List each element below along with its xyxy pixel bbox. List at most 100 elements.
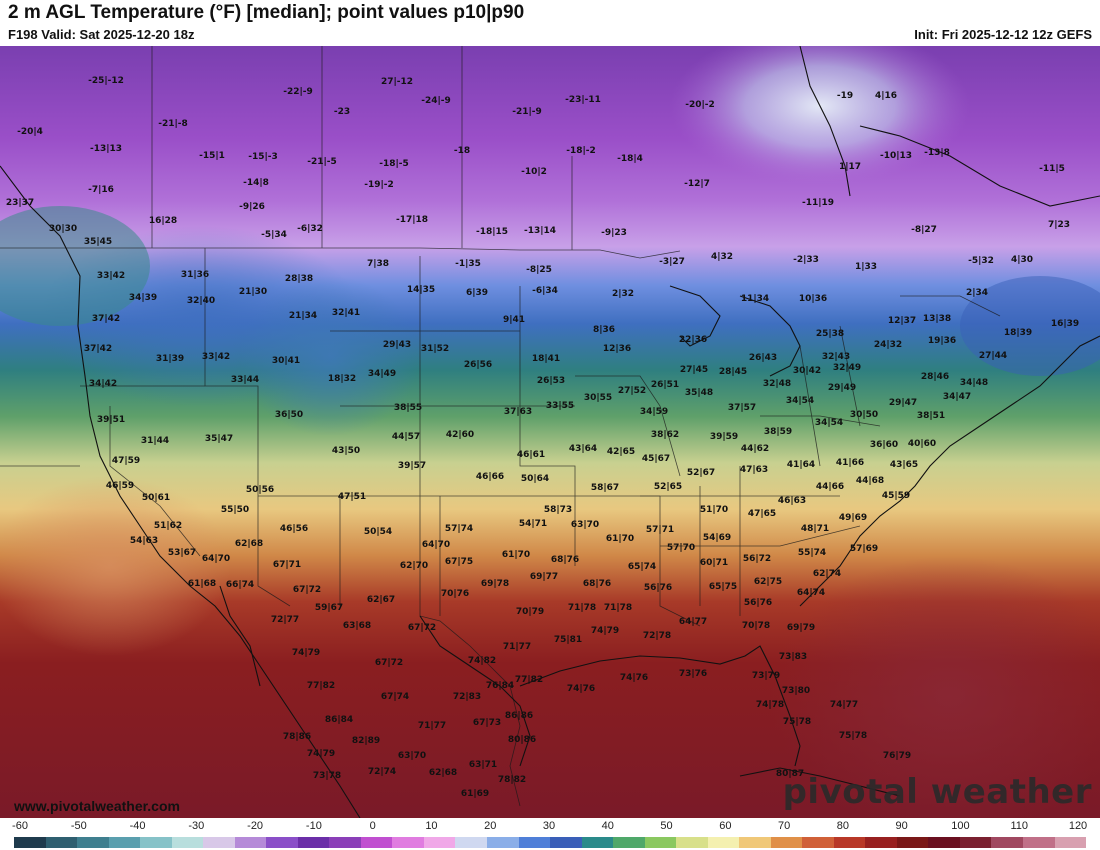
point-value: 80|87 — [775, 769, 805, 779]
point-value: 34|42 — [88, 379, 118, 389]
point-value: 36|50 — [274, 410, 304, 420]
point-value: 51|70 — [699, 505, 729, 515]
point-value: 77|82 — [306, 681, 336, 691]
colorbar-tick-label: -50 — [70, 820, 87, 832]
point-value: -17|18 — [395, 215, 429, 225]
point-value: 10|36 — [798, 294, 828, 304]
point-value: 54|71 — [518, 519, 548, 529]
point-value: 23|37 — [5, 198, 35, 208]
point-value: 41|66 — [835, 458, 865, 468]
point-value: 68|76 — [550, 555, 580, 565]
point-value: 28|38 — [284, 274, 314, 284]
point-value: 50|61 — [141, 493, 171, 503]
point-value: 69|77 — [529, 572, 559, 582]
point-value: -11|5 — [1039, 164, 1065, 174]
map-title: 2 m AGL Temperature (°F) [median]; point… — [8, 2, 525, 23]
colorbar-swatch — [676, 837, 708, 848]
point-value: 36|60 — [869, 440, 899, 450]
point-value: 63|68 — [342, 621, 372, 631]
colorbar-tick-label: 50 — [660, 820, 673, 832]
point-value: 4|16 — [874, 91, 898, 101]
point-value: 29|49 — [827, 383, 857, 393]
point-value: 61|70 — [605, 534, 635, 544]
point-value: -14|8 — [243, 178, 269, 188]
point-value: 47|51 — [337, 492, 367, 502]
point-value: -25|-12 — [88, 76, 124, 86]
point-value: 58|73 — [543, 505, 573, 515]
point-value: 73|79 — [751, 671, 781, 681]
point-value: 32|43 — [821, 352, 851, 362]
point-value: 69|78 — [480, 579, 510, 589]
point-value: 47|65 — [747, 509, 777, 519]
point-value: 67|72 — [292, 585, 322, 595]
point-value: 21|34 — [288, 311, 318, 321]
colorbar-swatch — [896, 837, 929, 848]
point-value: 51|62 — [153, 521, 183, 531]
point-value: 9|41 — [502, 315, 526, 325]
point-value: 7|23 — [1047, 220, 1071, 230]
point-value: -5|34 — [261, 230, 287, 240]
point-value: 48|71 — [800, 524, 830, 534]
colorbar-tick-label: 110 — [1010, 820, 1028, 832]
colorbar-swatch — [171, 837, 204, 848]
point-value: 27|-12 — [380, 77, 414, 87]
point-value: 37|42 — [91, 314, 121, 324]
point-value: 1|17 — [838, 162, 862, 172]
point-value: 80|86 — [507, 735, 537, 745]
point-value: 70|79 — [515, 607, 545, 617]
coastlines — [0, 46, 1100, 818]
point-value: -19 — [836, 91, 854, 101]
point-value: 64|70 — [201, 554, 231, 564]
point-value: 73|78 — [312, 771, 342, 781]
point-value: -20|-2 — [685, 100, 715, 110]
point-value: 32|40 — [186, 296, 216, 306]
colorbar-swatch — [266, 837, 298, 848]
point-value: 40|60 — [907, 439, 937, 449]
point-value: 18|32 — [327, 374, 357, 384]
point-value: 74|76 — [566, 684, 596, 694]
colorbar-swatch — [14, 837, 46, 848]
point-value: 34|49 — [367, 369, 397, 379]
point-value: 54|69 — [702, 533, 732, 543]
point-value: 16|28 — [148, 216, 178, 226]
point-value: -13|13 — [89, 144, 123, 154]
colorbar-swatch — [455, 837, 487, 848]
point-value: -18|4 — [617, 154, 643, 164]
colorbar-swatch — [108, 837, 141, 848]
point-value: -21|-8 — [158, 119, 188, 129]
point-value: 61|69 — [460, 789, 490, 799]
point-value: 64|74 — [796, 588, 826, 598]
point-value: -12|7 — [684, 179, 710, 189]
point-value: 67|71 — [272, 560, 302, 570]
point-value: 1|33 — [854, 262, 878, 272]
point-value: 76|79 — [882, 751, 912, 761]
colorbar-tick-label: 70 — [777, 820, 791, 832]
valid-time: F198 Valid: Sat 2025-12-20 18z — [8, 27, 195, 42]
point-value: 67|74 — [380, 692, 410, 702]
colorbar-swatch — [991, 837, 1023, 848]
colorbar-tick-label: 10 — [425, 820, 438, 832]
point-value: 31|36 — [180, 270, 210, 280]
point-value: 27|52 — [617, 386, 647, 396]
point-value: 73|80 — [781, 686, 811, 696]
point-value: 16|39 — [1050, 319, 1080, 329]
state-borders — [0, 46, 1001, 807]
point-value: 44|57 — [391, 432, 421, 442]
colorbar-swatch — [928, 837, 960, 848]
colorbar-swatch — [329, 837, 361, 848]
point-value: 39|59 — [709, 432, 739, 442]
point-value: -8|27 — [911, 225, 937, 235]
point-value: 34|59 — [639, 407, 669, 417]
point-value: 28|46 — [920, 372, 950, 382]
colorbar-swatch — [423, 837, 456, 848]
point-value: 75|78 — [782, 717, 812, 727]
point-value: 74|79 — [590, 626, 620, 636]
point-value: -21|-9 — [512, 107, 542, 117]
point-value: 30|42 — [792, 366, 822, 376]
point-value: 64|70 — [421, 540, 451, 550]
point-value: -6|34 — [532, 286, 558, 296]
point-value: 32|49 — [832, 363, 862, 373]
point-value: 66|74 — [225, 580, 255, 590]
point-value: -21|-5 — [307, 157, 337, 167]
colorbar-swatch — [392, 837, 424, 848]
